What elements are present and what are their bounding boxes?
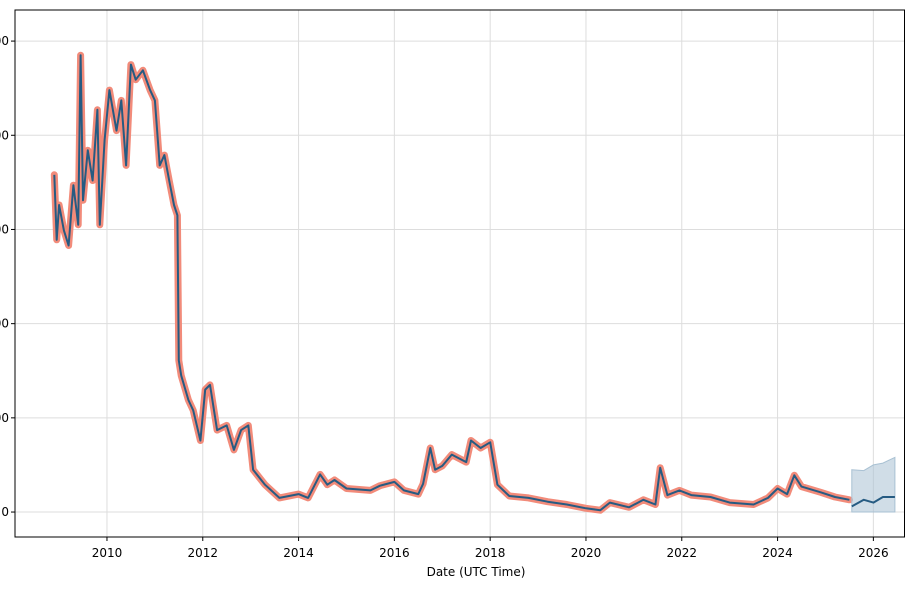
x-tick-label: 2010	[92, 546, 123, 560]
line-outline	[50, 51, 853, 514]
line	[53, 54, 850, 512]
x-tick-label: 2020	[571, 546, 602, 560]
line	[851, 496, 895, 508]
y-tick-label: 500	[0, 34, 9, 48]
x-tick-label: 2026	[858, 546, 889, 560]
x-tick-label: 2022	[666, 546, 697, 560]
y-tick-label: 300	[0, 222, 9, 236]
y-tick-label: 0	[1, 505, 9, 519]
x-tick-label: 2016	[379, 546, 410, 560]
x-tick-label: 2018	[475, 546, 506, 560]
x-tick-label: 2014	[283, 546, 314, 560]
y-tick-label: 100	[0, 411, 9, 425]
x-tick-label: 2012	[187, 546, 218, 560]
y-tick-label: 400	[0, 128, 9, 142]
confidence-band	[851, 456, 896, 513]
x-axis-label: Date (UTC Time)	[427, 565, 526, 579]
x-tick-label: 2024	[762, 546, 793, 560]
y-tick-label: 200	[0, 317, 9, 331]
